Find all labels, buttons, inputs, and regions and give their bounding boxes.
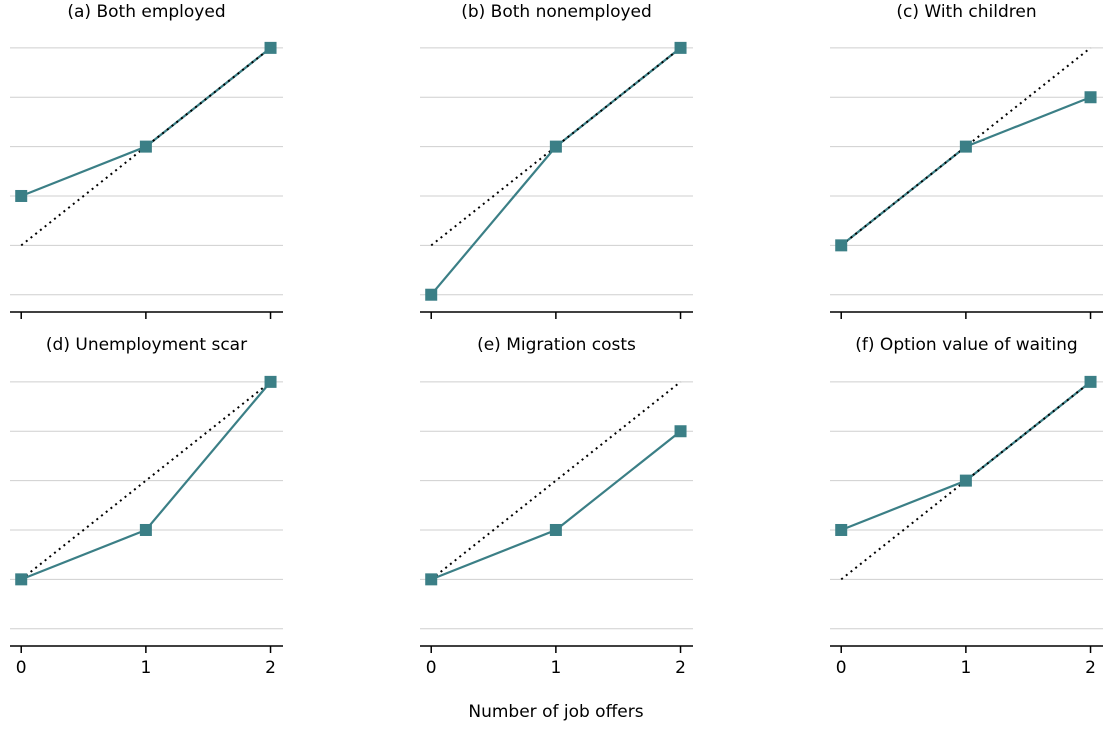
marker [959,474,972,487]
panel-title: (e) Migration costs [477,335,636,355]
reference-line [20,381,272,581]
marker [1084,375,1097,388]
panel-title: (c) With children [896,2,1036,22]
series-line [840,381,1092,532]
marker [674,41,687,54]
marker [835,523,848,536]
x-tick-label: 0 [836,658,847,678]
marker [15,189,28,202]
reference-line [430,47,682,247]
series-line [430,47,682,296]
reference-line [430,381,682,581]
marker [15,573,28,586]
marker [264,41,277,54]
series-line [20,47,272,198]
panel-title: (f) Option value of waiting [855,335,1077,355]
x-tick-label: 2 [265,658,276,678]
x-tick-label: 0 [426,658,437,678]
series-line [840,96,1091,247]
x-tick-label: 1 [960,658,971,678]
marker [139,523,152,536]
reference-line [20,47,272,247]
x-axis-label: Number of job offers [468,702,643,722]
marker [139,140,152,153]
marker [425,573,438,586]
x-tick-label: 1 [550,658,561,678]
marker [1084,91,1097,104]
marker [549,523,562,536]
panel-title: (b) Both nonemployed [461,2,652,22]
x-tick-label: 0 [16,658,27,678]
marker [549,140,562,153]
x-tick-label: 2 [675,658,686,678]
marker [674,425,687,438]
marker [959,140,972,153]
marker [264,375,277,388]
panel-title: (a) Both employed [67,2,225,22]
reference-line [840,381,1092,581]
x-tick-label: 2 [1085,658,1096,678]
x-tick-label: 1 [140,658,151,678]
series-line [430,430,682,581]
panel-title: (d) Unemployment scar [46,335,247,355]
marker [425,288,438,301]
reference-line [840,47,1092,247]
marker [835,239,848,252]
